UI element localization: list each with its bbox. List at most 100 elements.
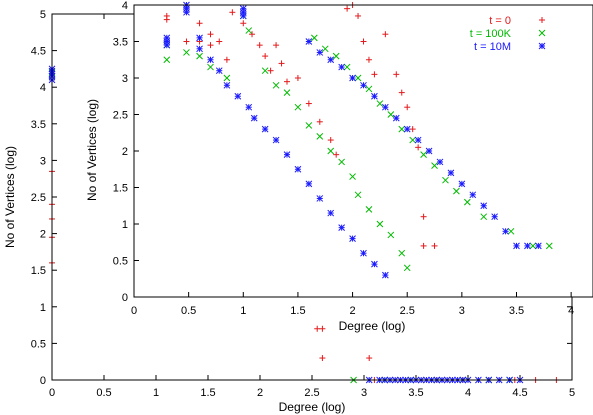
data-point — [458, 180, 466, 188]
y-tick-label: 3 — [40, 155, 46, 167]
legend-marker — [538, 42, 546, 50]
x-tick-label: 0 — [49, 387, 55, 399]
y-tick-label: 0.5 — [113, 256, 128, 268]
data-point — [207, 63, 214, 71]
legend-label: t = 0 — [489, 15, 511, 27]
x-tick-label: 1.5 — [290, 305, 305, 317]
data-point — [382, 31, 389, 38]
data-point — [338, 158, 345, 166]
data-point — [272, 81, 280, 89]
data-point — [382, 103, 389, 111]
data-point — [425, 147, 433, 155]
data-point — [262, 53, 269, 60]
data-point — [535, 242, 542, 250]
data-point — [327, 137, 334, 144]
data-point — [234, 92, 242, 100]
series-group — [163, 12, 553, 272]
x-tick-label: 5 — [569, 387, 575, 399]
y-tick-label: 2 — [40, 229, 46, 241]
data-point — [267, 67, 274, 74]
data-point — [163, 41, 171, 49]
y-tick-label: 5 — [40, 9, 46, 21]
data-point — [183, 38, 190, 45]
data-point — [196, 45, 203, 53]
data-point — [163, 16, 170, 23]
y-tick-label: 1 — [122, 219, 128, 231]
data-point — [366, 355, 373, 362]
x-axis-title: Degree (log) — [279, 400, 346, 414]
y-tick-label: 0.5 — [31, 338, 46, 350]
data-point — [420, 151, 427, 159]
legend-label: t = 10M — [474, 41, 511, 53]
x-tick-label: 0.5 — [96, 387, 111, 399]
legend-label: t = 100K — [470, 28, 512, 40]
data-point — [338, 63, 345, 71]
data-point — [360, 38, 367, 45]
data-point — [284, 78, 290, 85]
x-tick-label: 3 — [459, 305, 465, 317]
data-point — [207, 42, 214, 49]
data-point — [343, 63, 351, 71]
y-tick-label: 0 — [40, 375, 46, 387]
data-point — [360, 81, 367, 89]
x-axis-title: Degree (log) — [339, 319, 406, 333]
x-tick-label: 1 — [153, 387, 159, 399]
y-tick-label: 2 — [122, 146, 128, 158]
data-point — [469, 191, 477, 199]
data-point — [431, 162, 438, 169]
data-point — [431, 242, 438, 249]
y-tick-label: 3 — [122, 73, 128, 85]
data-point — [196, 34, 203, 42]
data-point — [420, 213, 427, 220]
data-point — [305, 180, 313, 188]
data-point — [403, 125, 411, 133]
data-point — [398, 89, 405, 96]
data-point — [404, 104, 411, 111]
data-point — [305, 38, 313, 45]
data-point — [507, 227, 515, 235]
x-tick-label: 2.5 — [304, 387, 319, 399]
data-point — [207, 56, 214, 64]
data-point — [294, 75, 301, 81]
data-point — [436, 158, 444, 166]
data-point — [319, 325, 326, 332]
inset-chart: 0 0.5 1 1.5 2 2.5 3 3.5 4 0 0.5 1 1.5 2 2.5 3 3.5 4 Degree… — [85, 0, 593, 333]
data-point — [409, 126, 416, 133]
x-tick-label: 3.5 — [408, 387, 423, 399]
data-point — [398, 125, 406, 133]
data-point — [354, 74, 362, 82]
y-tick-label: 0 — [122, 292, 128, 304]
y-tick-label: 2.5 — [113, 110, 128, 122]
data-point — [283, 151, 291, 159]
data-point — [261, 67, 269, 75]
data-point — [183, 8, 190, 16]
y-axis-title: No of Vertices (log) — [85, 99, 99, 201]
data-point — [387, 111, 395, 118]
data-point — [216, 38, 223, 45]
x-tick-label: 0 — [131, 305, 137, 317]
data-point — [249, 31, 256, 38]
data-point — [513, 242, 520, 250]
data-point — [332, 52, 340, 60]
data-point — [207, 31, 214, 38]
data-point — [240, 20, 247, 27]
data-point — [355, 12, 362, 19]
data-point — [502, 227, 509, 235]
y-tick-label: 4 — [122, 0, 128, 12]
data-point — [442, 176, 449, 184]
data-point — [294, 165, 302, 173]
data-point — [387, 231, 395, 239]
data-point — [316, 195, 324, 202]
data-point — [245, 27, 253, 34]
x-tick-label: 3 — [361, 387, 367, 399]
data-point — [261, 125, 269, 133]
data-point — [414, 136, 422, 144]
data-point — [273, 42, 280, 49]
data-point — [163, 56, 171, 64]
data-point — [223, 81, 231, 89]
data-point — [365, 206, 373, 213]
legend-marker — [538, 29, 546, 37]
